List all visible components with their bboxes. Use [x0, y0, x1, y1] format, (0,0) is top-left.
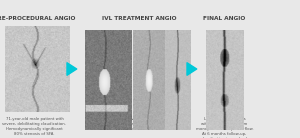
- Text: Shockwave L6 6.0mm
300 pulses delivered,
<10% residual stenosis.: Shockwave L6 6.0mm 300 pulses delivered,…: [111, 117, 159, 131]
- Text: IVL TREATMENT ANGIO: IVL TREATMENT ANGIO: [102, 16, 177, 21]
- FancyArrowPatch shape: [67, 63, 77, 75]
- FancyArrowPatch shape: [187, 63, 197, 75]
- Text: Low residual stenosis
with improvement from
monophasic to triphasic flow.
At 6 m: Low residual stenosis with improvement f…: [196, 117, 253, 138]
- Text: FINAL ANGIO: FINAL ANGIO: [203, 16, 245, 21]
- Text: 71-year-old male patient with
severe, debilitating claudication.
Hemodynamically: 71-year-old male patient with severe, de…: [2, 117, 67, 136]
- Text: PRE-PROCEDURAL ANGIO: PRE-PROCEDURAL ANGIO: [0, 16, 76, 21]
